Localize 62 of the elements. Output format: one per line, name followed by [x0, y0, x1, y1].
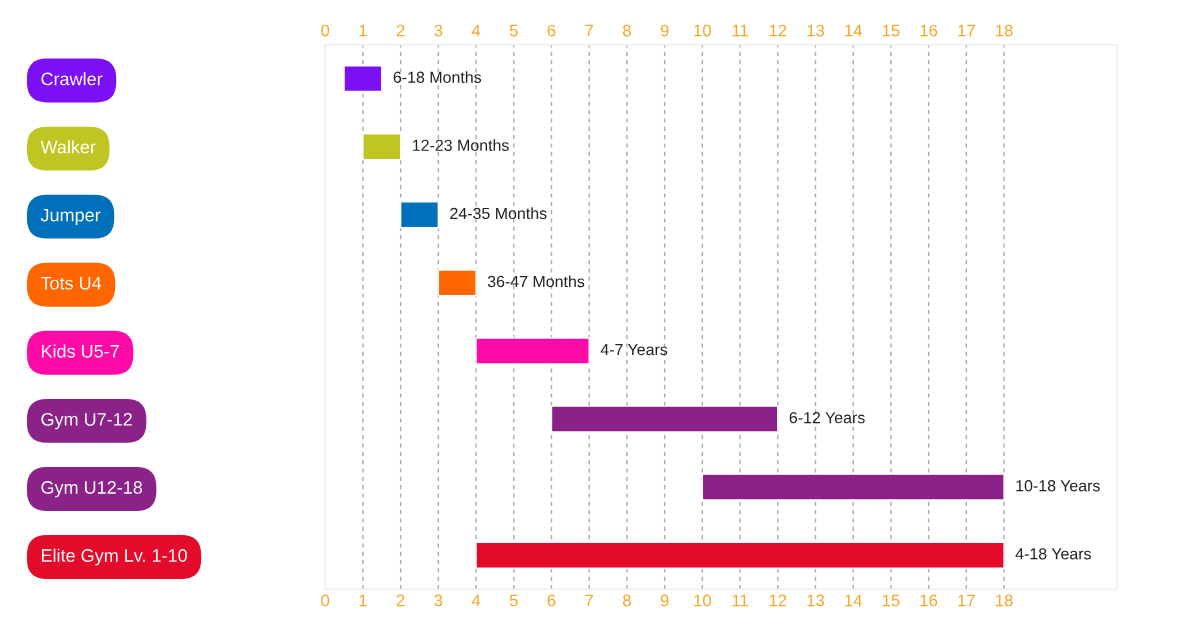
x2-tick-label: 13 — [807, 24, 825, 37]
x2-tick-label: 12 — [769, 24, 787, 37]
bar — [701, 473, 1005, 501]
x2-tick-label: 7 — [585, 24, 593, 37]
x2-tick-label: 6 — [547, 24, 556, 37]
data-label: 36-47 Months — [487, 275, 585, 288]
bar — [362, 133, 402, 161]
y-tick-label: Jumper — [40, 208, 101, 226]
x-tick-label: 9 — [660, 594, 669, 607]
x-tick-label: 4 — [471, 594, 481, 607]
y-tick-label: Tots U4 — [40, 276, 102, 290]
x-tick-label: 15 — [882, 594, 900, 607]
bar — [399, 201, 440, 229]
x-tick-label: 16 — [920, 594, 938, 607]
x2-tick-label: 4 — [471, 24, 481, 37]
x2-tick-label: 0 — [321, 24, 330, 37]
x-tick-label: 13 — [807, 594, 825, 607]
x-tick-label: 0 — [321, 594, 330, 607]
x2-tick-label: 18 — [996, 24, 1013, 37]
x2-tick-label: 11 — [732, 24, 748, 37]
x2-tick-label: 14 — [845, 24, 862, 37]
x-tick-label: 8 — [623, 594, 631, 607]
x2-tick-label: 9 — [660, 24, 669, 37]
x-tick-label: 1 — [359, 594, 367, 607]
bar — [475, 337, 590, 365]
y-tick-label: Crawler — [41, 72, 103, 86]
bar — [550, 405, 779, 433]
x2-tick-label: 2 — [396, 24, 405, 37]
bar — [437, 269, 477, 297]
y-tick-label: Gym U7-12 — [41, 412, 132, 430]
data-label: 4-18 Years — [1015, 548, 1091, 560]
x-tick-label: 18 — [996, 594, 1013, 607]
x2-tick-label: 15 — [882, 24, 900, 37]
x-tick-label: 2 — [396, 594, 405, 607]
x-tick-label: 5 — [509, 594, 518, 607]
x2-tick-label: 10 — [694, 24, 711, 37]
x-tick-label: 10 — [694, 594, 711, 607]
x2-tick-label: 8 — [623, 24, 631, 37]
bar — [343, 64, 383, 93]
data-label: 12-23 Months — [412, 139, 509, 151]
y-tick-label: Elite Gym Lv. 1-10 — [41, 548, 187, 566]
bar — [475, 541, 1005, 569]
data-label: 10-18 Years — [1016, 480, 1100, 492]
y-tick-label: Gym U12-18 — [41, 481, 143, 498]
data-label: 6-18 Months — [393, 71, 482, 83]
data-label: 4-7 Years — [600, 344, 668, 356]
data-label: 6-12 Years — [789, 412, 865, 424]
x-tick-label: 17 — [958, 594, 975, 607]
x2-tick-label: 16 — [920, 24, 938, 37]
x2-tick-label: 1 — [359, 24, 367, 37]
x-tick-label: 12 — [769, 594, 787, 607]
x-tick-label: 14 — [845, 594, 862, 607]
x2-tick-label: 5 — [509, 24, 518, 37]
x-tick-label: 3 — [434, 594, 443, 607]
y-tick-label: Kids U5-7 — [41, 344, 119, 358]
x-tick-label: 6 — [547, 594, 556, 607]
y-tick-label: Walker — [40, 140, 96, 154]
data-label: 24-35 Months — [450, 207, 547, 220]
x2-tick-label: 3 — [434, 24, 443, 37]
x-tick-label: 11 — [732, 594, 748, 607]
x2-tick-label: 17 — [958, 24, 975, 37]
x-tick-label: 7 — [585, 594, 593, 607]
